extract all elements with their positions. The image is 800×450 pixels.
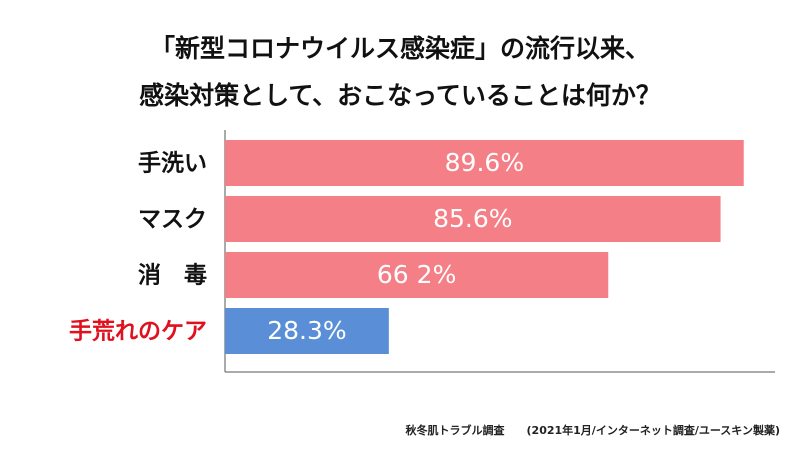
category-label: 消 毒 [138,263,207,289]
bar [225,308,389,354]
value-label: 66 2% [377,260,456,289]
value-label: 85.6% [433,204,512,233]
chart-title: 「新型コロナウイルス感染症」の流行以来、 [150,34,650,63]
category-label: 手洗い [138,151,207,177]
category-label: 手荒れのケア [69,319,207,345]
bar [225,196,721,242]
chart-title: 感染対策として、おこなっていることは何か？ [139,81,661,110]
category-label: マスク [138,207,207,233]
value-label: 28.3% [267,316,346,345]
bar [225,252,609,298]
value-label: 89.6% [445,148,524,177]
source-note: 秋冬肌トラブル調査 (2021年1月/インターネット調査/ユースキン製薬) [406,423,780,437]
bar [225,140,744,186]
